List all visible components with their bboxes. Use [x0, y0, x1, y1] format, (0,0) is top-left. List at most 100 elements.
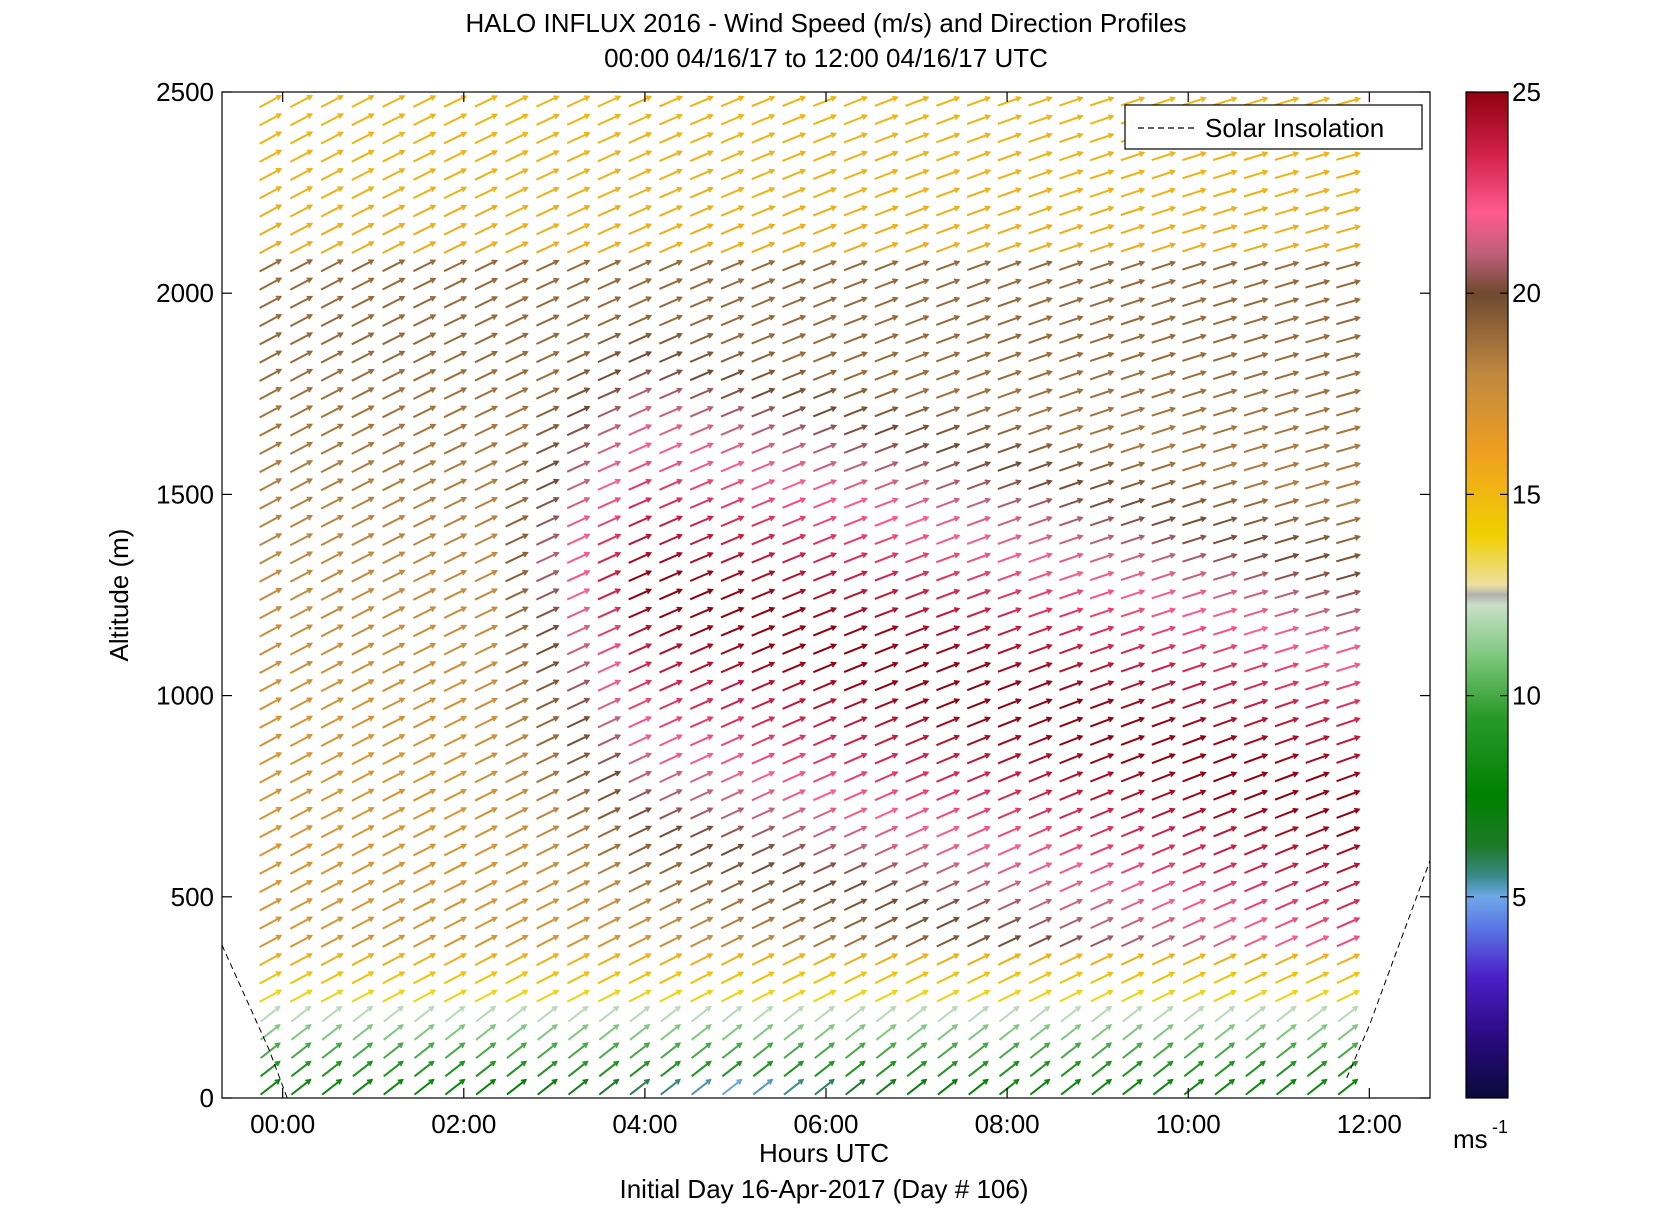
- wind-arrow-head: [337, 989, 344, 996]
- wind-arrow: [1060, 1024, 1081, 1041]
- wind-arrow-head: [1292, 662, 1300, 669]
- wind-arrow: [1120, 425, 1145, 436]
- wind-arrow: [782, 916, 805, 930]
- wind-arrow: [320, 971, 343, 985]
- wind-arrow-head: [1107, 132, 1115, 139]
- wind-arrow: [566, 807, 590, 820]
- wind-arrow: [935, 297, 960, 308]
- wind-arrow: [1305, 790, 1329, 801]
- wind-arrow: [320, 642, 343, 656]
- wind-arrow: [813, 916, 836, 930]
- wind-arrow-head: [861, 260, 868, 266]
- wind-arrow: [1028, 862, 1052, 875]
- wind-arrow: [1120, 608, 1145, 618]
- wind-arrow-head: [1015, 534, 1022, 541]
- wind-arrow-head: [275, 131, 283, 137]
- wind-arrow: [597, 570, 621, 583]
- wind-arrow-head: [1231, 388, 1238, 395]
- wind-arrow-head: [553, 186, 560, 193]
- wind-arrow-head: [366, 1078, 374, 1085]
- wind-arrow: [1274, 881, 1298, 893]
- wind-arrow-head: [429, 807, 437, 813]
- wind-arrow-head: [920, 1023, 928, 1030]
- wind-arrow: [844, 1006, 866, 1023]
- wind-arrow: [905, 151, 929, 162]
- wind-arrow: [905, 789, 929, 802]
- wind-arrow: [259, 770, 282, 784]
- wind-arrow: [782, 278, 806, 290]
- wind-arrow-head: [1076, 223, 1084, 230]
- wind-arrow: [689, 570, 713, 582]
- wind-arrow: [1274, 389, 1299, 399]
- wind-arrow-head: [522, 95, 529, 101]
- wind-arrow: [259, 1006, 281, 1023]
- wind-arrow: [1305, 444, 1329, 453]
- wind-arrow-head: [337, 95, 344, 101]
- wind-arrow-head: [706, 935, 714, 941]
- wind-arrow-head: [1200, 789, 1207, 796]
- wind-arrow-head: [1354, 370, 1362, 377]
- wind-arrow-head: [491, 989, 498, 996]
- wind-arrow: [505, 150, 528, 163]
- wind-arrow-head: [429, 770, 437, 777]
- wind-arrow-head: [1199, 826, 1207, 832]
- wind-arrow-head: [1013, 1042, 1020, 1049]
- wind-arrow: [1182, 662, 1206, 673]
- wind-arrow-head: [738, 205, 745, 211]
- wind-arrow: [413, 989, 436, 1003]
- wind-arrow: [351, 843, 374, 857]
- wind-arrow-head: [1105, 1060, 1113, 1067]
- wind-arrow-head: [830, 643, 838, 650]
- y-tick-label: 2000: [156, 278, 214, 308]
- wind-arrow-head: [1231, 516, 1238, 523]
- wind-arrow-head: [460, 442, 468, 448]
- wind-arrow-head: [768, 406, 776, 412]
- wind-arrow: [1151, 990, 1175, 1003]
- wind-arrow: [535, 497, 559, 510]
- wind-arrow-head: [799, 716, 807, 722]
- wind-arrow-head: [676, 971, 683, 977]
- wind-arrow-head: [705, 1060, 712, 1067]
- wind-arrow-head: [582, 1042, 589, 1049]
- wind-arrow: [474, 588, 497, 601]
- wind-arrow: [412, 95, 436, 108]
- wind-arrow: [1305, 808, 1329, 819]
- wind-arrow-head: [984, 588, 992, 595]
- wind-arrow-head: [459, 1078, 466, 1085]
- wind-arrow-head: [337, 149, 344, 156]
- wind-arrow: [874, 625, 898, 637]
- wind-arrow-head: [799, 442, 807, 449]
- wind-arrow: [1212, 151, 1237, 161]
- wind-arrow-head: [368, 861, 375, 868]
- wind-arrow: [752, 1079, 773, 1096]
- wind-arrow: [814, 1042, 835, 1059]
- wind-arrow: [1274, 206, 1299, 216]
- wind-arrow: [1336, 353, 1360, 362]
- wind-arrow: [628, 223, 652, 236]
- wind-arrow-head: [522, 679, 529, 686]
- wind-arrow: [751, 96, 775, 108]
- wind-arrow: [689, 333, 713, 345]
- wind-arrow-head: [984, 680, 992, 686]
- wind-arrow-head: [1200, 351, 1207, 358]
- wind-arrow-head: [1292, 735, 1300, 741]
- wind-arrow-head: [953, 278, 961, 285]
- wind-arrow-head: [459, 1042, 466, 1049]
- wind-arrow-head: [522, 570, 529, 576]
- wind-arrow: [474, 460, 497, 473]
- wind-arrow: [1182, 735, 1206, 746]
- wind-arrow: [966, 151, 990, 162]
- wind-arrow: [412, 880, 436, 893]
- wind-arrow-head: [1323, 443, 1331, 450]
- wind-arrow-head: [738, 333, 745, 339]
- wind-arrow-head: [922, 515, 930, 522]
- wind-arrow-head: [491, 150, 499, 156]
- wind-arrow-head: [1107, 753, 1115, 759]
- wind-arrow: [1214, 1006, 1235, 1023]
- wind-arrow: [444, 1060, 465, 1078]
- wind-arrow-head: [1292, 807, 1299, 814]
- wind-arrow: [1090, 808, 1113, 820]
- wind-arrow-head: [707, 515, 714, 522]
- wind-arrow-head: [368, 807, 375, 813]
- wind-arrow: [566, 752, 590, 765]
